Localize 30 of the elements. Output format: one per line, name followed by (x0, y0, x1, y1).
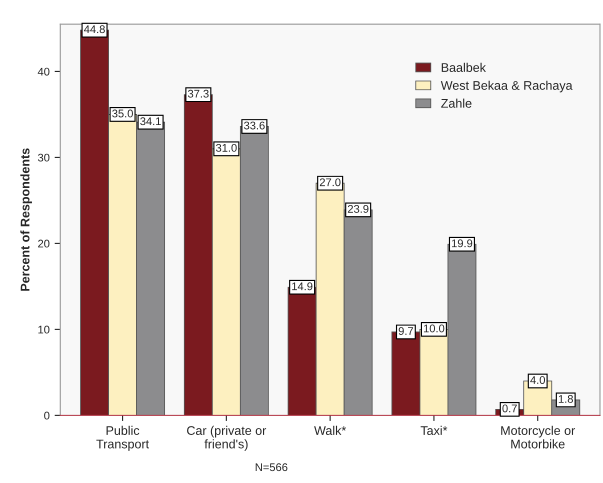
x-tick-label: Car (private or friend's) (187, 426, 266, 451)
data-label: 23.9 (348, 204, 368, 213)
data-label: 4.0 (530, 376, 546, 384)
y-tick-label: 30 (38, 154, 50, 162)
data-label: 33.6 (244, 122, 265, 130)
data-label: 31.0 (216, 144, 237, 152)
y-tick-label: 40 (38, 68, 50, 76)
y-axis-title: Percent of Respondents (20, 148, 32, 291)
data-label: 44.8 (84, 25, 105, 34)
legend-label: West Bekaa & Rachaya (440, 80, 573, 92)
legend-label: Baalbek (442, 62, 486, 72)
text: N=566 (256, 463, 288, 472)
data-label: 1.8 (558, 395, 573, 403)
data-label: 10.0 (424, 324, 444, 332)
data-label: 19.9 (452, 239, 472, 248)
y-tick-label: 10 (38, 326, 50, 334)
x-tick-label: Motorcycle or Motorbike (501, 426, 576, 448)
data-label: 27.0 (320, 178, 341, 186)
data-label: 9.7 (398, 327, 414, 335)
y-tick-label: 20 (38, 240, 50, 248)
data-label: 37.3 (188, 90, 209, 98)
x-tick-label: Walk* (314, 426, 346, 435)
y-tick-label: 0 (44, 412, 50, 420)
data-label: 34.1 (140, 117, 161, 126)
data-label: 0.7 (502, 404, 517, 412)
x-tick-label: Taxi* (420, 426, 448, 435)
data-label: 35.0 (112, 110, 133, 118)
legend-label: Zahle (441, 98, 472, 108)
data-label: 14.9 (292, 282, 312, 290)
x-tick-label: Public Transport (96, 426, 149, 451)
